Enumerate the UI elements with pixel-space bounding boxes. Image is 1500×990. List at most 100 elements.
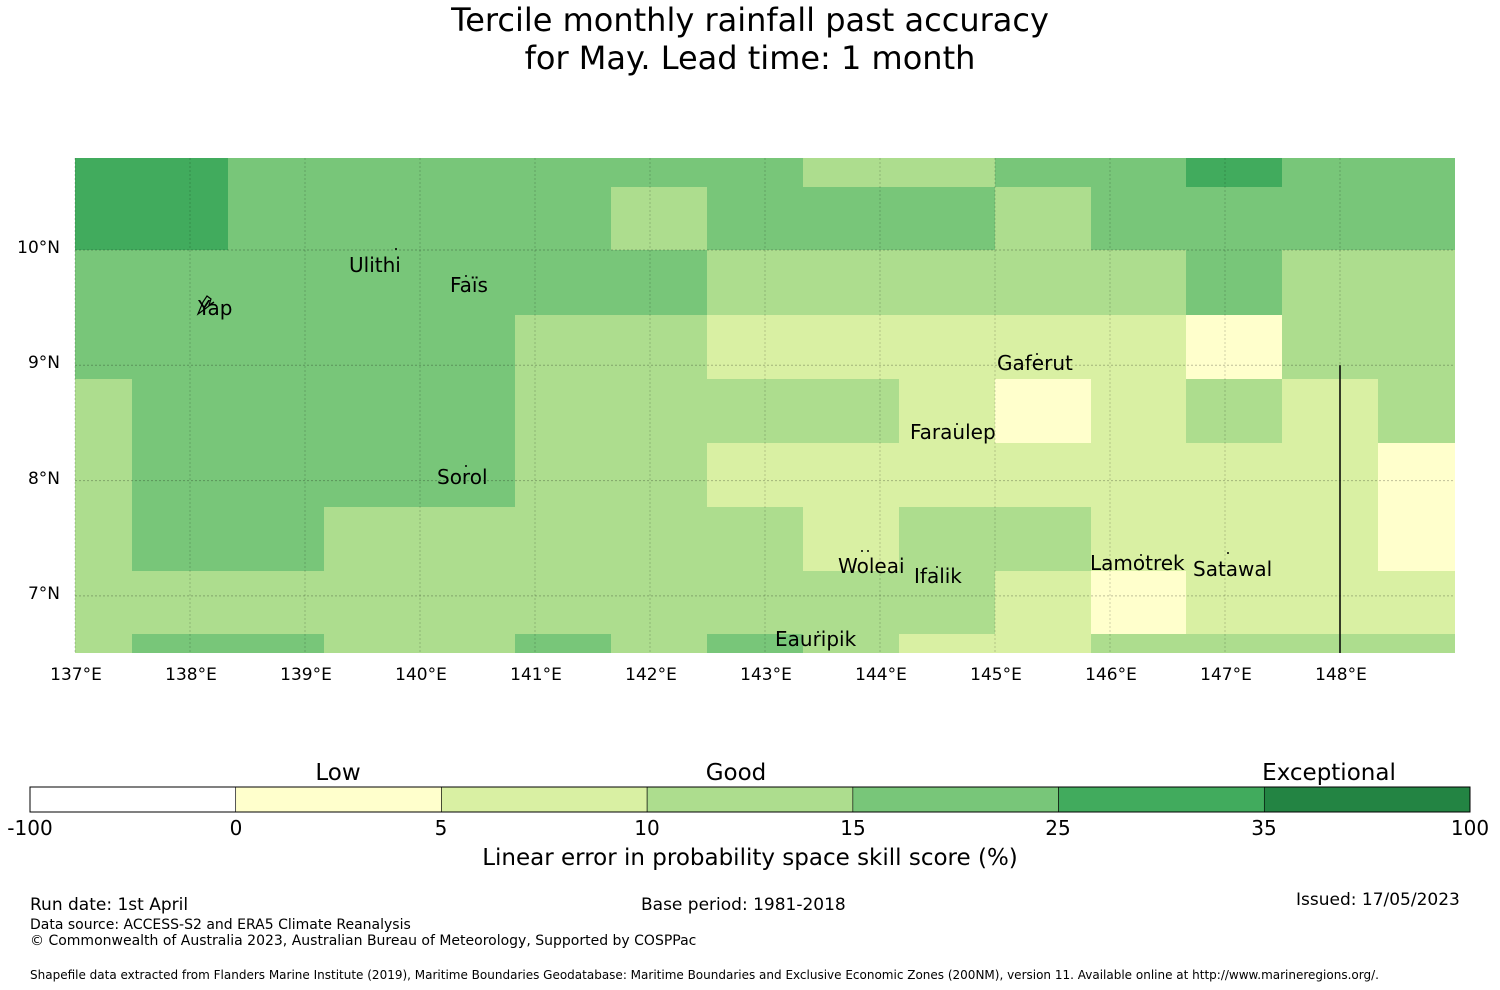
place-label-woleai: Woleai (838, 554, 905, 578)
lon-label-138e: 138°E (165, 665, 217, 685)
colorbar-segment (441, 786, 648, 813)
graticule (74, 158, 1455, 653)
island-dot (465, 275, 467, 277)
place-label-gaferut: Gaferut (997, 351, 1073, 375)
skill-cell (1282, 315, 1455, 379)
data-source: Data source: ACCESS-S2 and ERA5 Climate … (30, 917, 411, 933)
skill-cell (707, 158, 803, 250)
skill-cell (707, 443, 1378, 507)
place-label-yap: Yap (198, 296, 233, 320)
colorbar-category-low: Low (315, 760, 361, 786)
skill-cell (1282, 250, 1455, 315)
skill-cell (1186, 571, 1455, 634)
skill-cell (803, 187, 995, 250)
skill-cell (995, 187, 1091, 250)
lat-label-7n: 7°N (27, 584, 60, 604)
skill-cell (1282, 158, 1455, 250)
skill-cell (75, 250, 707, 315)
skill-cell (228, 158, 611, 250)
colorbar-segment (1263, 786, 1471, 813)
skill-cell (132, 379, 515, 443)
skill-cell (132, 507, 324, 571)
skill-cell (803, 507, 899, 571)
island-dot (956, 423, 958, 425)
skill-cell (707, 634, 803, 653)
skill-cell (1186, 250, 1282, 315)
lon-label-142e: 142°E (625, 665, 677, 685)
skill-cell (1282, 379, 1378, 443)
skill-cell (75, 571, 995, 634)
lon-label-141e: 141°E (510, 665, 562, 685)
skill-cell (1186, 158, 1282, 187)
skill-cell (1378, 443, 1455, 507)
lon-label-137e: 137°E (50, 665, 102, 685)
lon-label-143e: 143°E (740, 665, 792, 685)
skill-grid (75, 158, 1455, 653)
colorbar (29, 786, 1471, 813)
skill-cell (899, 507, 1091, 571)
lon-label-148e: 148°E (1315, 665, 1367, 685)
skill-cell (611, 634, 707, 653)
place-label-fais: Faïs (450, 273, 488, 297)
map-features (196, 248, 1341, 653)
colorbar-segment (29, 786, 237, 813)
skill-cell (995, 158, 1091, 187)
colorbar-category-good: Good (705, 760, 767, 786)
island-dot (1140, 554, 1142, 556)
colorbar-tick-label: 5 (434, 816, 448, 840)
colorbar-tick-label: 25 (1045, 816, 1071, 840)
skill-cell (75, 443, 132, 507)
lat-label-8n: 8°N (27, 469, 60, 489)
skill-cell (1186, 315, 1282, 379)
skill-cell (995, 634, 1091, 653)
place-label-lamotrek: Lamotrek (1090, 551, 1185, 575)
skill-cell (515, 443, 707, 507)
lon-label-140e: 140°E (395, 665, 447, 685)
skill-cell (324, 634, 515, 653)
skill-cell (324, 507, 803, 571)
island-dot (861, 550, 863, 552)
colorbar-tick-label: 10 (634, 816, 660, 840)
colorbar-label: Linear error in probability space skill … (482, 845, 1018, 871)
skill-cell (1378, 379, 1455, 443)
colorbar-tick-label: 0 (229, 816, 243, 840)
skill-cell (803, 158, 995, 187)
skill-cell (707, 315, 1186, 379)
skill-cell (132, 443, 515, 507)
place-label-ifalik: Ifalik (914, 564, 962, 588)
skill-cell (1091, 634, 1455, 653)
skill-cell (1091, 571, 1186, 634)
colorbar-category-exceptional: Exceptional (1262, 760, 1396, 786)
shapefile-credit: Shapefile data extracted from Flanders M… (30, 968, 1379, 982)
lon-label-145e: 145°E (970, 665, 1022, 685)
skill-cell (515, 634, 611, 653)
place-label-eauripik: Eauripik (775, 627, 857, 651)
skill-cell (1091, 158, 1187, 250)
skill-cell (995, 379, 1091, 443)
place-label-satawal: Satawal (1193, 557, 1273, 581)
island-dot (1227, 552, 1229, 554)
run-date: Run date: 1st April (30, 895, 189, 915)
skill-cell (611, 158, 707, 187)
skill-cell (75, 507, 132, 571)
skill-cell (75, 158, 228, 250)
lon-label-146e: 146°E (1085, 665, 1137, 685)
island-dot (817, 631, 819, 633)
skill-cell (995, 571, 1091, 634)
copyright: © Commonwealth of Australia 2023, Austra… (30, 933, 697, 949)
colorbar-tick-label: 15 (840, 816, 866, 840)
colorbar-segment (1058, 786, 1265, 813)
skill-cell (1186, 187, 1282, 250)
island-dot (465, 465, 467, 467)
lat-label-10n: 10°N (17, 238, 60, 258)
map-title-line-2: for May. Lead time: 1 month (524, 39, 976, 77)
skill-cell (1091, 379, 1186, 443)
colorbar-tick-label: -100 (7, 816, 53, 840)
base-period: Base period: 1981-2018 (641, 895, 846, 915)
skill-cell (515, 315, 707, 379)
place-label-faraulep: Faraulep (910, 420, 996, 444)
colorbar-segment (852, 786, 1059, 813)
skill-cell (1378, 507, 1455, 571)
lon-label-144e: 144°E (855, 665, 907, 685)
skill-cell (803, 634, 899, 653)
